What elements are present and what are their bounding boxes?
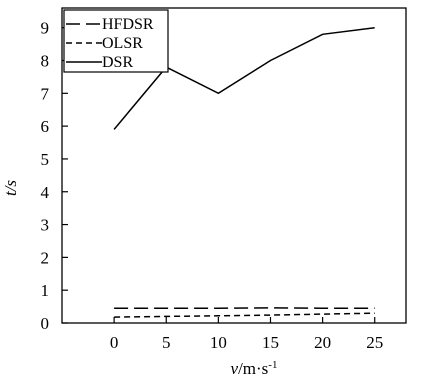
plot-frame	[61, 7, 407, 324]
y-tick-label: 1	[41, 281, 50, 300]
x-tick-label: 0	[110, 333, 119, 352]
x-axis-title-unit: /m·s	[238, 359, 268, 376]
x-tick-label: 5	[162, 333, 171, 352]
y-tick-label: 4	[41, 183, 50, 202]
x-axis-title-superscript: -1	[268, 359, 277, 371]
y-axis-title: t/s	[1, 180, 20, 196]
legend-label-olsr: OLSR	[102, 35, 143, 52]
legend: HFDSR OLSR DSR	[63, 9, 169, 73]
x-axis-title: v/m·s-1	[231, 359, 278, 376]
y-tick-label: 3	[41, 216, 50, 235]
y-tick-label: 7	[41, 84, 50, 103]
legend-label-hfdsr: HFDSR	[102, 16, 154, 33]
y-tick-label: 0	[41, 314, 50, 333]
legend-label-dsr: DSR	[102, 54, 133, 71]
x-axis-title-main: v	[231, 359, 239, 376]
y-tick-label: 6	[41, 117, 50, 136]
y-tick-label: 2	[41, 248, 50, 267]
y-tick-label: 5	[41, 150, 50, 169]
x-tick-label: 10	[210, 333, 227, 352]
x-tick-label: 20	[314, 333, 331, 352]
series-line-dsr	[113, 26, 375, 130]
y-tick-label: 9	[41, 19, 50, 38]
x-tick-label: 15	[262, 333, 279, 352]
y-tick-label: 8	[41, 52, 50, 71]
x-tick-label: 25	[366, 333, 383, 352]
series-line-olsr	[114, 312, 375, 318]
